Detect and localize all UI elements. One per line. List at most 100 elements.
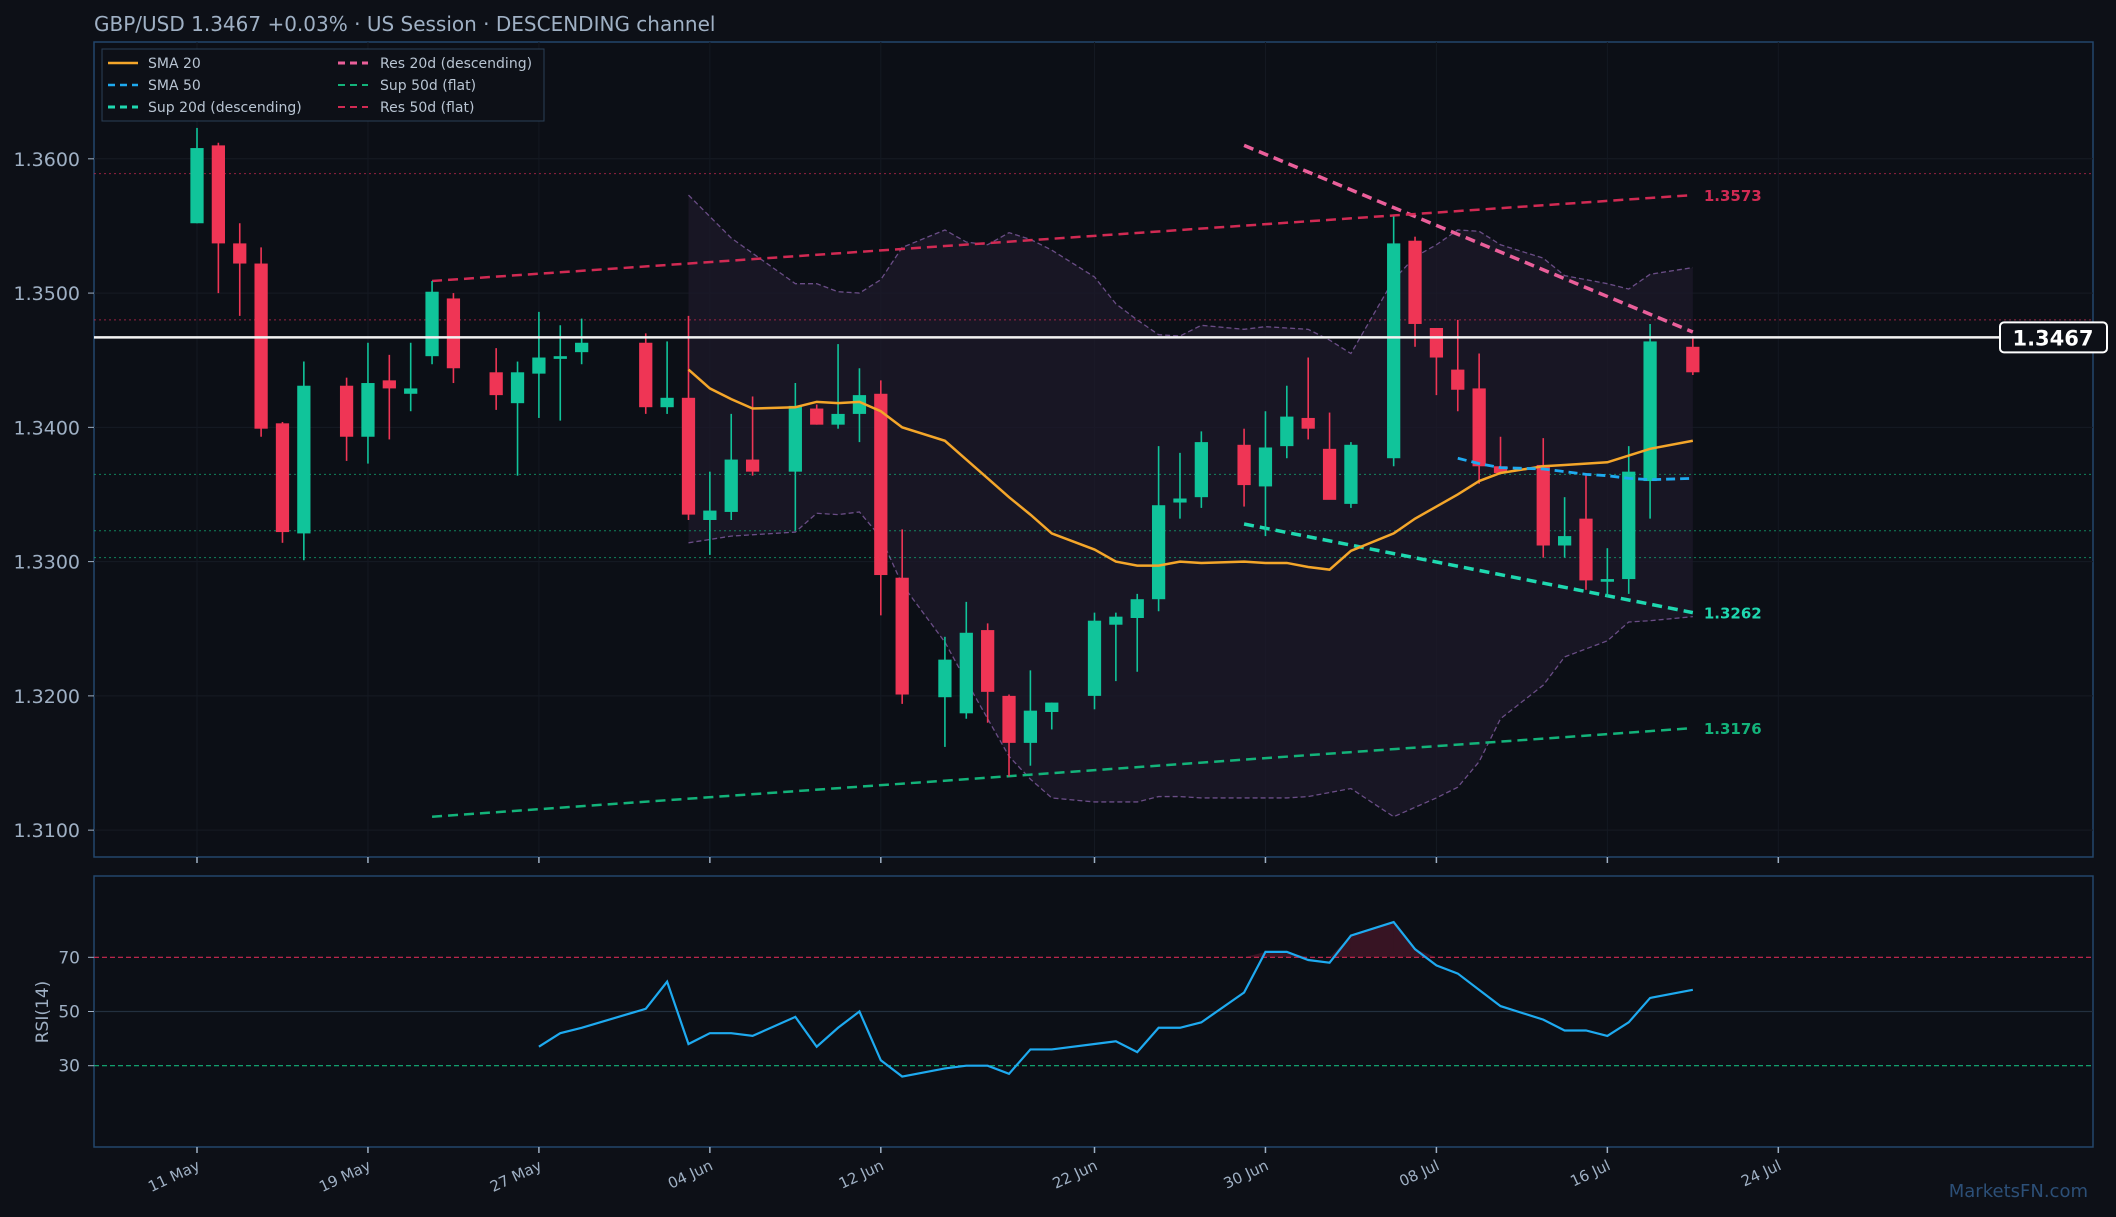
- trendline-price-label: 1.3573: [1704, 187, 1762, 205]
- candle-body: [1194, 442, 1208, 498]
- trendline-price-label: 1.3262: [1704, 605, 1762, 623]
- bollinger-upper: [688, 194, 1693, 355]
- y-tick-label: 1.3100: [14, 820, 80, 842]
- candle-body: [1130, 599, 1144, 619]
- candle-body: [1344, 444, 1358, 504]
- legend-label-sma50: SMA 50: [148, 78, 201, 94]
- rsi-y-ticks: 30 50 70: [58, 948, 94, 1077]
- y-tick-label: 1.3200: [14, 686, 80, 708]
- legend-label-res20: Res 20d (descending): [380, 56, 532, 72]
- bollinger-lower: [688, 511, 1693, 818]
- trendline: [431, 726, 1693, 818]
- legend-label-sup50: Sup 50d (flat): [380, 78, 476, 94]
- candle-body: [1579, 518, 1593, 581]
- candle-body: [1429, 327, 1444, 358]
- candle-body: [1622, 471, 1636, 580]
- moving-averages: [687, 368, 1694, 571]
- rsi-axis-label: RSI(14): [33, 981, 53, 1044]
- candle-body: [660, 397, 674, 408]
- sma20-line: [687, 368, 1694, 571]
- rsi-tick-label: 70: [58, 948, 80, 968]
- candle-body: [404, 388, 418, 394]
- price-y-ticks: 1.3100 1.3200 1.3300 1.3400 1.3500 1.3600: [14, 149, 94, 842]
- candle-body: [1023, 710, 1038, 743]
- candle-body: [1387, 243, 1401, 459]
- trendline-labels: 1.3262 1.3573 1.3176: [1704, 187, 1762, 738]
- candle-body: [532, 357, 546, 374]
- candle-body: [1322, 448, 1337, 500]
- trendline-price-label: 1.3176: [1704, 720, 1762, 738]
- candle-body: [297, 385, 311, 534]
- candles: [190, 127, 1700, 777]
- legend-box: [101, 48, 545, 122]
- candle-body: [1151, 505, 1166, 600]
- candle-body: [361, 383, 375, 437]
- y-tick-label: 1.3500: [14, 283, 80, 305]
- candle-body: [938, 659, 952, 698]
- last-price-label: 1.3467: [2012, 326, 2093, 350]
- legend-label-sma20: SMA 20: [148, 56, 201, 72]
- candle-body: [510, 372, 525, 404]
- candle-body: [446, 298, 461, 369]
- candle-body: [1002, 695, 1016, 743]
- candle-body: [1301, 417, 1315, 429]
- chart-title: GBP/USD 1.3467 +0.03% · US Session · DES…: [94, 12, 715, 36]
- candle-body: [852, 395, 867, 414]
- candle-body: [254, 263, 268, 429]
- sma50-line: [1457, 456, 1693, 482]
- y-tick-label: 1.3400: [14, 417, 80, 439]
- candle-body: [553, 356, 567, 359]
- candle-body: [190, 148, 204, 224]
- rsi-overbought-area: [1265, 951, 1287, 958]
- y-tick-label: 1.3600: [14, 149, 80, 171]
- candle-body: [1600, 579, 1614, 582]
- last-price-badge: [1999, 321, 2108, 354]
- rsi-overbought-area: [1286, 951, 1309, 958]
- candle-body: [1280, 416, 1294, 447]
- candle-body: [1493, 466, 1508, 473]
- trendlines: [431, 143, 1694, 818]
- rsi-levels: [94, 956, 2093, 1067]
- rsi-overbought-area: [1329, 935, 1351, 958]
- y-tick-label: 1.3300: [14, 552, 80, 574]
- legend-label-sup20: Sup 20d (descending): [148, 100, 302, 116]
- candle-body: [788, 405, 802, 472]
- candle-body: [1686, 346, 1700, 373]
- candle-body: [575, 342, 589, 353]
- candle-body: [339, 385, 354, 437]
- candle-body: [1087, 620, 1102, 696]
- horizontal-levels: [94, 173, 2093, 559]
- candle-body: [1237, 444, 1251, 486]
- candle-body: [831, 413, 845, 425]
- rsi-overbought-area: [1244, 951, 1266, 958]
- candle-body: [489, 372, 503, 396]
- candle-body: [1536, 464, 1550, 546]
- rsi-tick-label: 30: [58, 1057, 80, 1077]
- candle-body: [1472, 388, 1486, 467]
- candle-body: [724, 459, 738, 512]
- candle-body: [745, 459, 760, 472]
- candle-body: [1173, 498, 1187, 503]
- candle-body: [681, 397, 696, 515]
- rsi-overbought-area: [1393, 922, 1416, 958]
- candle-body: [425, 291, 439, 357]
- candle-body: [1557, 536, 1572, 546]
- candle-body: [1258, 447, 1273, 487]
- trendline: [1243, 522, 1694, 615]
- candle-body: [1643, 341, 1657, 482]
- candle-body: [1045, 702, 1059, 712]
- candle-body: [1451, 369, 1465, 390]
- watermark: MarketsFN.com: [1949, 1181, 2088, 1202]
- rsi-line: [538, 920, 1694, 1078]
- candle-body: [959, 632, 973, 714]
- candle-body: [275, 423, 290, 533]
- candle-body: [233, 243, 247, 264]
- candle-body: [874, 393, 888, 576]
- rsi-overbought-area: [1350, 922, 1394, 958]
- trendline: [1243, 143, 1694, 334]
- candle-body: [382, 380, 396, 389]
- candle-body: [895, 577, 909, 695]
- candle-body: [1109, 616, 1123, 625]
- rsi-tick-label: 50: [58, 1003, 80, 1023]
- candle-body: [981, 630, 995, 692]
